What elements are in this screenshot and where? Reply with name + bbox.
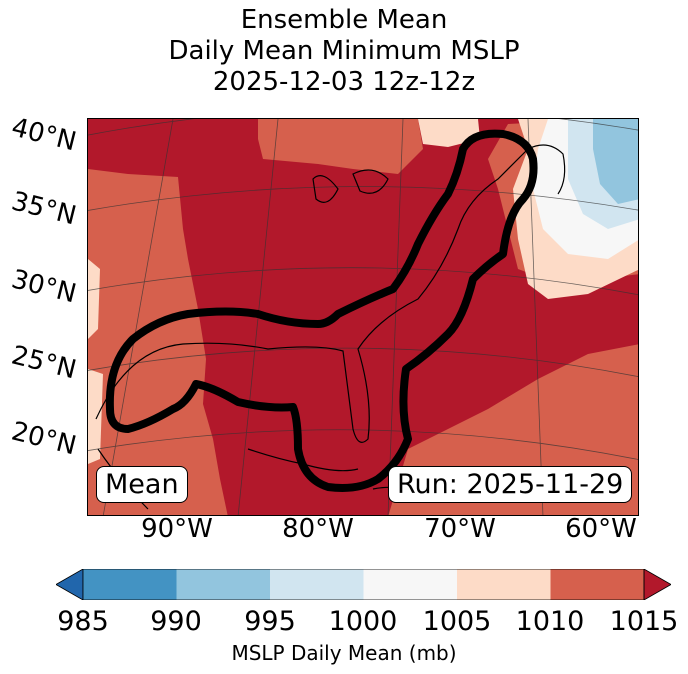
colorbar [56,569,671,600]
colorbar-label: MSLP Daily Mean (mb) [231,641,457,665]
colorbar-tick-985: 985 [57,606,109,637]
lon-label-80: 80°W [282,514,354,544]
colorbar-tick-1015: 1015 [609,606,679,637]
lat-label-40: 40°N [8,112,80,158]
colorbar-tick-990: 990 [150,606,202,637]
colorbar-tick-1000: 1000 [328,606,398,637]
colorbar-tick-1005: 1005 [422,606,492,637]
colorbar-tick-1010: 1010 [515,606,585,637]
colorbar-tick-995: 995 [244,606,296,637]
lon-label-70: 70°W [424,514,496,544]
title-line-3: 2025-12-03 12z-12z [212,67,476,97]
pressure-region-990 [593,119,638,204]
lon-label-90: 90°W [141,514,213,544]
lat-label-30: 30°N [8,264,80,310]
map-svg [88,119,638,515]
pressure-region-1005-west [88,259,100,339]
lat-label-20: 20°N [8,416,80,462]
colorbar-segment-1010-1015 [550,569,644,600]
pressure-region-1010-north [258,119,423,174]
run-date-box: Run: 2025-11-29 [388,466,633,503]
colorbar-segment-1005-1010 [457,569,551,600]
mean-contour [105,129,538,492]
pressure-region-1005-sw [88,369,103,464]
colorbar-segment-995-1000 [270,569,364,600]
colorbar-segment-990-995 [176,569,270,600]
pressure-region-1005-north [418,119,480,147]
colorbar-segment-985-990 [83,569,177,600]
colorbar-extend-high [643,569,671,600]
colorbar-extend-low [56,569,84,600]
map-panel [87,118,639,516]
colorbar-segment-1000-1005 [363,569,457,600]
title-line-1: Ensemble Mean [240,5,448,35]
chart-title: Ensemble Mean Daily Mean Minimum MSLP 20… [0,5,688,98]
mean-label-box: Mean [96,466,188,503]
lat-label-35: 35°N [8,186,80,232]
title-line-2: Daily Mean Minimum MSLP [168,36,520,66]
lat-label-25: 25°N [8,340,80,386]
lon-label-60: 60°W [565,514,637,544]
